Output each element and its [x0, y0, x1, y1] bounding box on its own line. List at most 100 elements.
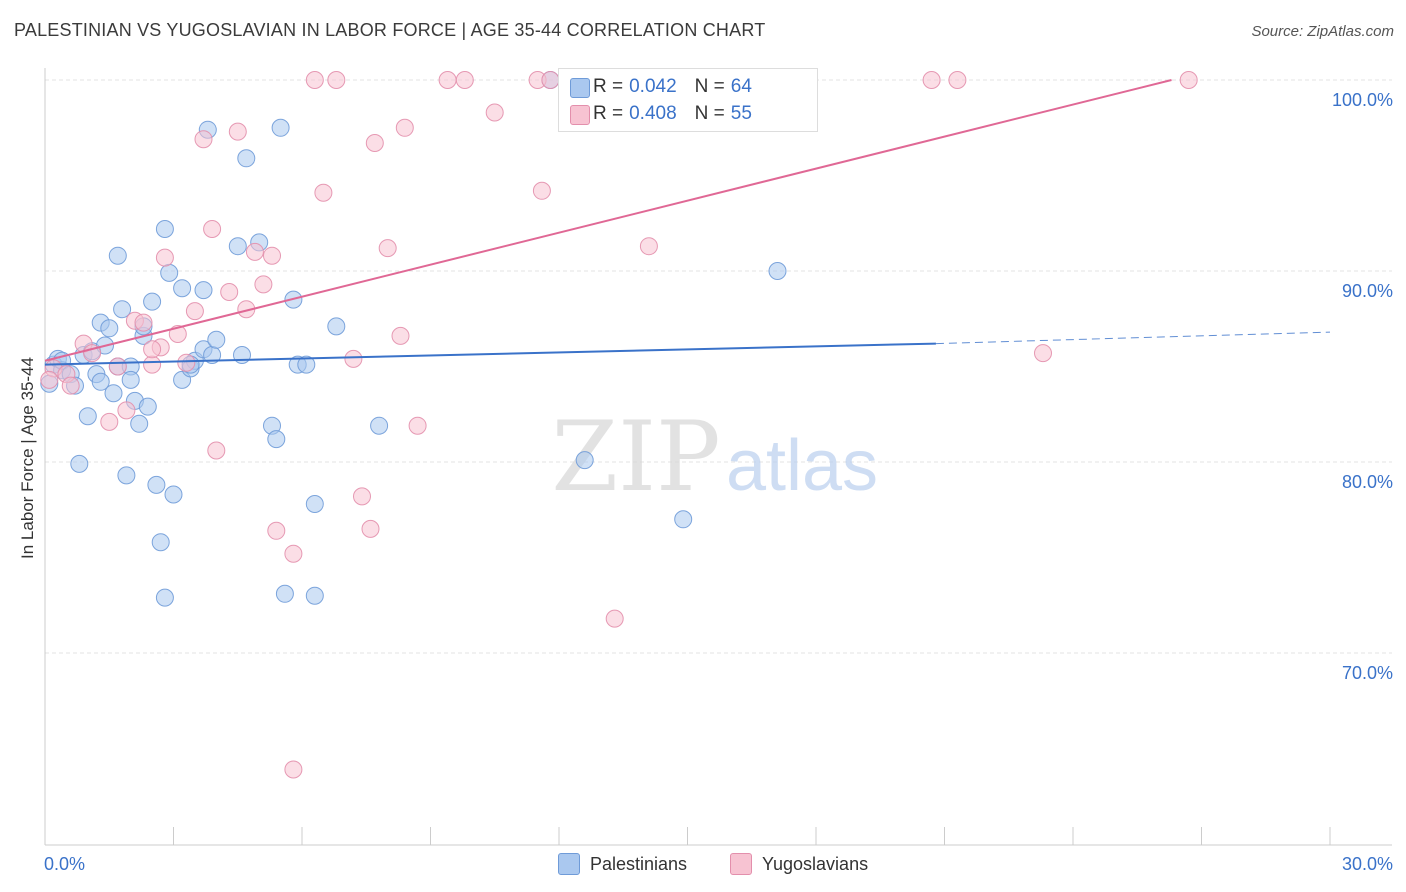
stats-row-palestinians: R = 0.042 N = 64 [570, 74, 752, 100]
point-yugoslavians [203, 220, 222, 238]
stats-n-label: N = [694, 76, 725, 97]
point-palestinians [147, 475, 166, 494]
point-yugoslavians [254, 275, 273, 294]
point-yugoslavians [438, 71, 457, 89]
point-palestinians [207, 330, 226, 349]
stats-r-value: 0.408 [629, 103, 677, 124]
point-palestinians [138, 397, 157, 416]
source-label: Source: ZipAtlas.com [1251, 23, 1394, 40]
point-yugoslavians [344, 349, 363, 368]
stats-n-value: 64 [730, 76, 752, 97]
x-tick-label: 30.0% [1342, 854, 1393, 874]
point-yugoslavians [207, 441, 226, 460]
point-palestinians [143, 292, 162, 311]
x-tick-label: 0.0% [44, 854, 85, 874]
point-yugoslavians [284, 544, 303, 563]
stats-r-label: R = [593, 76, 624, 97]
axes [44, 68, 1392, 846]
trend-line-palestinians [44, 342, 936, 366]
point-yugoslavians [185, 302, 204, 321]
point-palestinians [237, 149, 256, 168]
point-palestinians [297, 355, 316, 374]
stats-swatch-pink [570, 105, 590, 125]
point-palestinians [91, 372, 110, 391]
stats-swatch-blue [570, 78, 590, 98]
trend-lines [44, 79, 1331, 366]
point-palestinians [267, 430, 286, 449]
point-palestinians [117, 466, 136, 485]
legend-swatch-pink [730, 853, 752, 875]
point-palestinians [305, 586, 324, 605]
point-yugoslavians [327, 71, 346, 89]
point-yugoslavians [1179, 71, 1198, 89]
watermark: ZIP atlas [551, 401, 878, 513]
stats-r-label: R = [593, 103, 624, 124]
y-tick-label: 70.0% [1342, 663, 1393, 683]
y-tick-label: 80.0% [1342, 472, 1393, 492]
stats-box: R = 0.042 N = 64 R = 0.408 N = 55 [558, 68, 818, 132]
point-palestinians [271, 118, 290, 137]
point-yugoslavians [361, 519, 380, 538]
stats-n-value: 55 [730, 103, 752, 124]
point-palestinians [275, 584, 294, 603]
point-yugoslavians [177, 353, 196, 372]
stats-n-label: N = [694, 103, 725, 124]
point-yugoslavians [220, 283, 239, 301]
point-palestinians [160, 263, 179, 282]
point-yugoslavians [605, 609, 624, 628]
point-yugoslavians [948, 71, 967, 89]
point-yugoslavians [485, 103, 504, 122]
point-yugoslavians [455, 71, 474, 89]
tick-labels: 70.0% 80.0% 90.0% 100.0% 0.0% 30.0% [44, 90, 1393, 874]
legend-item-yugoslavians[interactable]: Yugoslavians [730, 852, 868, 876]
point-yugoslavians [408, 416, 427, 435]
point-yugoslavians [194, 130, 213, 149]
point-palestinians [164, 485, 183, 504]
point-yugoslavians [532, 181, 551, 200]
point-palestinians [108, 246, 127, 265]
point-palestinians [70, 454, 89, 473]
point-yugoslavians [541, 71, 560, 89]
point-yugoslavians [117, 401, 136, 420]
point-yugoslavians [143, 340, 162, 359]
point-yugoslavians [353, 487, 371, 506]
data-points [40, 71, 1198, 779]
point-yugoslavians [267, 521, 286, 540]
point-yugoslavians [40, 370, 59, 389]
legend-item-palestinians[interactable]: Palestinians [558, 852, 687, 876]
point-yugoslavians [284, 760, 303, 779]
point-yugoslavians [143, 355, 162, 374]
point-yugoslavians [378, 239, 397, 258]
trend-line-yugoslavians [44, 79, 1172, 362]
point-palestinians [104, 384, 123, 403]
point-yugoslavians [108, 357, 127, 376]
point-yugoslavians [155, 248, 174, 267]
point-palestinians [768, 262, 787, 280]
stats-row-yugoslavians: R = 0.408 N = 55 [570, 101, 752, 127]
point-yugoslavians [245, 242, 264, 261]
point-palestinians [130, 414, 149, 433]
point-yugoslavians [314, 183, 333, 202]
point-palestinians [370, 416, 389, 435]
point-yugoslavians [134, 313, 153, 332]
point-yugoslavians [1034, 344, 1052, 363]
point-yugoslavians [395, 118, 414, 137]
legend-label: Yugoslavians [762, 853, 869, 874]
gridlines [45, 79, 1392, 654]
point-palestinians [327, 317, 346, 336]
legend-label: Palestinians [590, 853, 688, 874]
trend-line-palestinians-extension [935, 331, 1331, 345]
point-palestinians [173, 279, 192, 298]
point-palestinians [194, 281, 213, 300]
watermark-atlas: atlas [726, 426, 878, 506]
y-tick-label: 100.0% [1332, 90, 1393, 110]
point-palestinians [575, 451, 594, 470]
point-palestinians [113, 300, 132, 319]
stats-r-value: 0.042 [629, 76, 677, 97]
point-palestinians [100, 319, 119, 338]
point-yugoslavians [639, 237, 658, 256]
point-yugoslavians [100, 412, 119, 431]
point-yugoslavians [365, 134, 384, 152]
point-yugoslavians [263, 246, 281, 265]
